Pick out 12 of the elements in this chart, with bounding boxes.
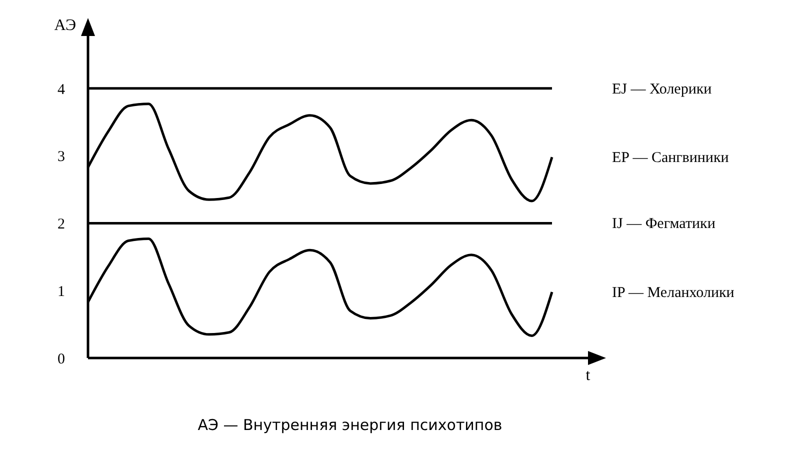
y-tick-label: 3 <box>58 149 65 166</box>
y-tick-label: 0 <box>58 351 65 368</box>
text: АЭ — Внутренняя энергия психотипов <box>196 416 504 434</box>
text: IJ — Фегматики <box>612 216 716 232</box>
x-axis-title: t <box>586 367 591 384</box>
text: EP — Сангвиники <box>612 150 729 166</box>
y-tick-label: 4 <box>58 82 66 98</box>
text: IP — Меланхолики <box>612 284 734 301</box>
y-tick-label: 1 <box>58 284 65 300</box>
y-axis-title: АЭ <box>54 17 76 34</box>
text: EJ — Холерики <box>612 81 712 98</box>
y-tick-label: 2 <box>58 216 65 233</box>
